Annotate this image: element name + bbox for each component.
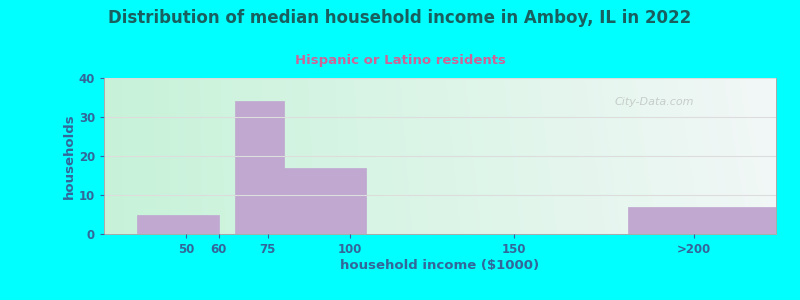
Bar bbox=[137, 214, 218, 234]
Text: Hispanic or Latino residents: Hispanic or Latino residents bbox=[294, 54, 506, 67]
Text: Distribution of median household income in Amboy, IL in 2022: Distribution of median household income … bbox=[108, 9, 692, 27]
Y-axis label: households: households bbox=[63, 113, 76, 199]
Bar bbox=[235, 101, 284, 234]
Bar bbox=[284, 168, 366, 234]
Bar bbox=[629, 207, 776, 234]
Text: City-Data.com: City-Data.com bbox=[614, 97, 694, 107]
X-axis label: household income ($1000): household income ($1000) bbox=[341, 259, 539, 272]
